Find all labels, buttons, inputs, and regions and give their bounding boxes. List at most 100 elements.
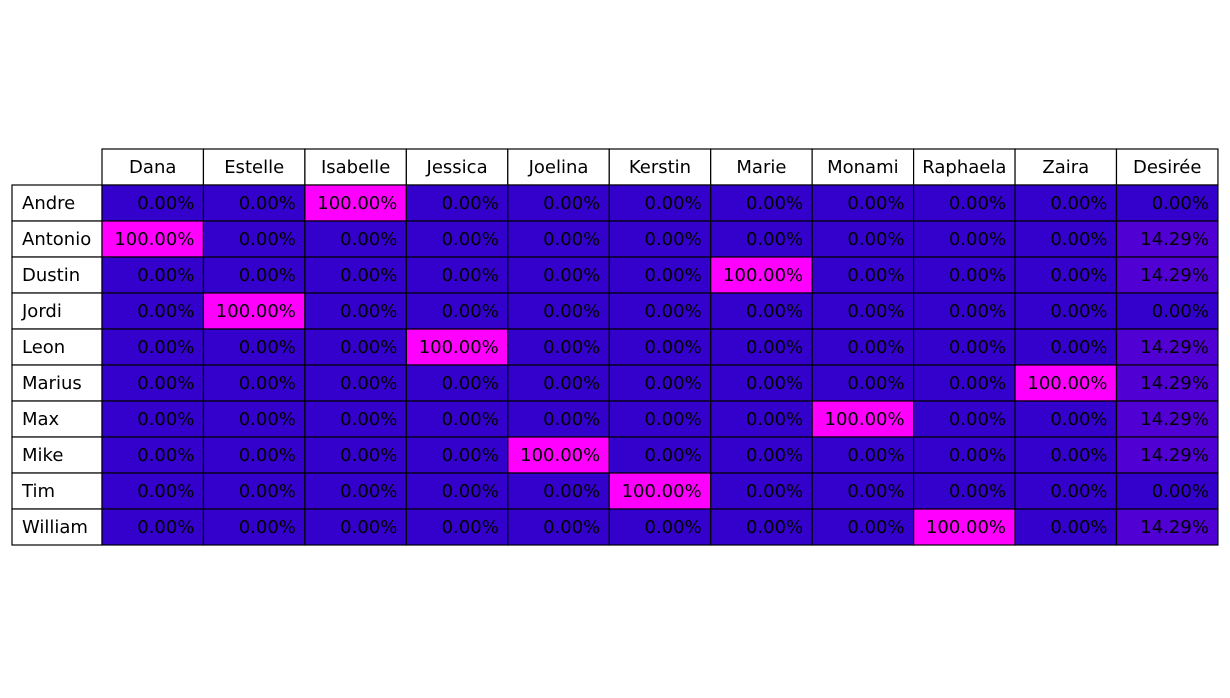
heatmap-cell	[405, 220, 509, 258]
heatmap-cell	[101, 508, 205, 546]
cell-value-label: 0.00%	[746, 445, 803, 466]
heatmap-cell	[304, 256, 407, 294]
heatmap-cell	[507, 364, 610, 402]
cell-value-label: 0.00%	[746, 301, 803, 322]
cell-value-label: 100.00%	[114, 229, 194, 250]
cell-value-label: 0.00%	[137, 265, 194, 286]
cell-value-label: 100.00%	[419, 337, 499, 358]
cell-value-label: 100.00%	[520, 445, 600, 466]
heatmap-cell	[811, 184, 915, 222]
heatmap-cell	[304, 292, 407, 330]
heatmap-cell	[1014, 508, 1118, 546]
cell-value-label: 0.00%	[442, 301, 499, 322]
cell-value-label: 0.00%	[645, 229, 702, 250]
cell-value-label: 0.00%	[543, 481, 600, 502]
cell-value-label: 0.00%	[137, 301, 194, 322]
cell-value-label: 100.00%	[723, 265, 803, 286]
heatmap-cell	[608, 364, 712, 402]
cell-value-label: 0.00%	[949, 445, 1006, 466]
heatmap-cell	[202, 364, 306, 402]
row-header-label: Max	[22, 409, 60, 430]
column-header-cell	[608, 148, 712, 186]
cell-value-label: 0.00%	[1050, 193, 1107, 214]
heatmap-cell	[710, 184, 813, 222]
heatmap-cell	[1115, 436, 1219, 474]
cell-value-label: 0.00%	[442, 517, 499, 538]
cell-value-label: 0.00%	[949, 337, 1006, 358]
cell-value-label: 0.00%	[645, 409, 702, 430]
heatmap-cell	[912, 436, 1016, 474]
row-header-cell	[11, 184, 103, 222]
column-header-label: Marie	[736, 157, 786, 178]
cell-value-label: 14.29%	[1140, 445, 1209, 466]
heatmap-cell	[202, 508, 306, 546]
heatmap-cell	[101, 256, 205, 294]
row-header-cell	[11, 508, 103, 546]
cell-value-label: 0.00%	[239, 229, 296, 250]
heatmap-cell	[202, 472, 306, 510]
heatmap-cell	[710, 436, 813, 474]
row-header-label: Marius	[22, 373, 82, 394]
cell-value-label: 0.00%	[847, 265, 904, 286]
heatmap-cell	[912, 364, 1016, 402]
heatmap-cell	[710, 400, 813, 438]
cell-value-label: 0.00%	[847, 301, 904, 322]
heatmap-cell	[101, 328, 205, 366]
heatmap-cell	[304, 364, 407, 402]
cell-value-label: 0.00%	[137, 517, 194, 538]
row-header-label: Antonio	[22, 229, 91, 250]
column-header-cell	[1014, 148, 1118, 186]
cell-value-label: 0.00%	[340, 481, 397, 502]
cell-value-label: 0.00%	[847, 229, 904, 250]
cell-value-label: 0.00%	[1152, 301, 1209, 322]
cell-value-label: 100.00%	[825, 409, 905, 430]
cell-value-label: 0.00%	[949, 193, 1006, 214]
cell-value-label: 0.00%	[645, 445, 702, 466]
heatmap-cell	[507, 184, 610, 222]
row-header-cell	[11, 256, 103, 294]
cell-value-label: 0.00%	[239, 409, 296, 430]
row-header-label: Dustin	[22, 265, 80, 286]
heatmap-cell	[1115, 508, 1219, 546]
cell-value-label: 14.29%	[1140, 337, 1209, 358]
heatmap-cell	[1115, 184, 1219, 222]
heatmap-cell	[405, 472, 509, 510]
column-header-label: Kerstin	[629, 157, 691, 178]
heatmap-cell	[1115, 292, 1219, 330]
heatmap-cell	[1014, 184, 1118, 222]
cell-value-label: 14.29%	[1140, 265, 1209, 286]
cell-value-label: 0.00%	[949, 481, 1006, 502]
cell-value-label: 0.00%	[645, 517, 702, 538]
cell-value-label: 0.00%	[442, 409, 499, 430]
cell-value-label: 0.00%	[645, 301, 702, 322]
row-header-cell	[11, 292, 103, 330]
heatmap-cell	[304, 400, 407, 438]
cell-value-label: 0.00%	[746, 373, 803, 394]
cell-value-label: 14.29%	[1140, 409, 1209, 430]
heatmap-cell	[912, 256, 1016, 294]
cell-value-label: 0.00%	[1050, 445, 1107, 466]
heatmap-cell	[202, 292, 306, 330]
heatmap-cell	[811, 472, 915, 510]
row-header-cell	[11, 472, 103, 510]
heatmap-cell	[202, 436, 306, 474]
column-header-label: Jessica	[426, 157, 488, 178]
cell-value-label: 0.00%	[1050, 229, 1107, 250]
heatmap-cell	[811, 328, 915, 366]
heatmap-cell	[405, 436, 509, 474]
cell-value-label: 0.00%	[442, 229, 499, 250]
cell-value-label: 0.00%	[543, 301, 600, 322]
cell-value-label: 0.00%	[137, 481, 194, 502]
cell-value-label: 0.00%	[340, 229, 397, 250]
cell-value-label: 0.00%	[340, 265, 397, 286]
heatmap-cell	[101, 364, 205, 402]
cell-value-label: 0.00%	[847, 193, 904, 214]
cell-value-label: 0.00%	[137, 445, 194, 466]
row-header-label: Tim	[21, 481, 55, 502]
cell-value-label: 0.00%	[1050, 301, 1107, 322]
cell-value-label: 0.00%	[442, 481, 499, 502]
cell-value-label: 0.00%	[847, 481, 904, 502]
cell-value-label: 0.00%	[847, 517, 904, 538]
column-header-label: Isabelle	[321, 157, 390, 178]
